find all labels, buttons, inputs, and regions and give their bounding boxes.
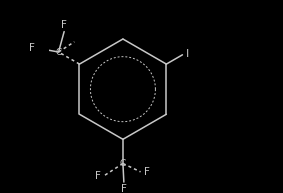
- Text: F: F: [121, 184, 127, 193]
- Text: F: F: [95, 172, 101, 181]
- Text: F: F: [61, 20, 67, 30]
- Text: C: C: [120, 159, 126, 168]
- Text: F: F: [144, 167, 150, 177]
- Text: F: F: [29, 43, 35, 53]
- Text: C: C: [55, 47, 62, 57]
- Text: I: I: [185, 49, 189, 59]
